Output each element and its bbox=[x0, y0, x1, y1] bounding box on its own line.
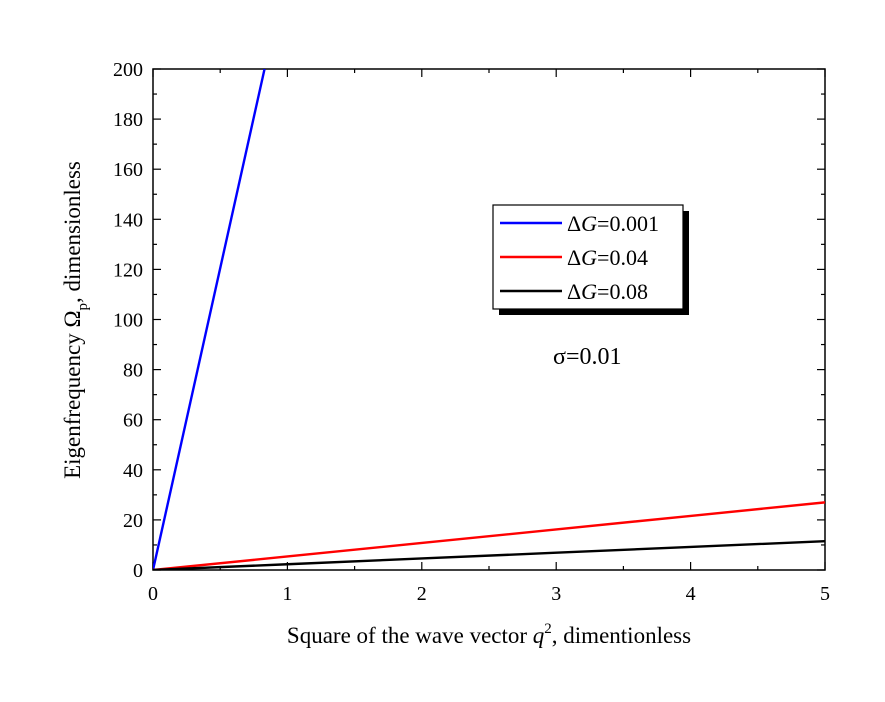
y-tick-label: 180 bbox=[113, 109, 143, 131]
x-axis-title-suffix: , dimentionless bbox=[552, 623, 691, 648]
y-tick-label: 20 bbox=[123, 510, 143, 532]
legend-label-2: ΔG=0.04 bbox=[567, 245, 648, 270]
y-tick-label: 40 bbox=[123, 460, 143, 482]
y-tick-label: 100 bbox=[113, 310, 143, 332]
sigma-annotation: σ=0.01 bbox=[553, 344, 621, 370]
x-tick-label: 1 bbox=[282, 583, 292, 605]
y-axis-title-prefix: Eigenfrequency Ω bbox=[60, 310, 85, 478]
x-tick-label: 5 bbox=[820, 583, 830, 605]
y-tick-label: 80 bbox=[123, 360, 143, 382]
x-tick-label: 2 bbox=[417, 583, 427, 605]
y-tick-label: 160 bbox=[113, 159, 143, 181]
x-tick-label: 4 bbox=[686, 583, 696, 605]
legend: ΔG=0.001 ΔG=0.04 ΔG=0.08 bbox=[492, 204, 689, 315]
y-axis-title-suffix: , dimensionless bbox=[60, 161, 85, 303]
y-tick-label: 0 bbox=[133, 560, 143, 582]
series-line-1 bbox=[153, 69, 266, 570]
series-lines bbox=[153, 69, 825, 570]
y-axis-title: Eigenfrequency Ωp, dimensionless bbox=[60, 161, 91, 479]
y-tick-label: 60 bbox=[123, 410, 143, 432]
x-axis-title-prefix: Square of the wave vector bbox=[287, 623, 533, 648]
y-tick-label: 120 bbox=[113, 259, 143, 281]
x-axis-title-var: q bbox=[533, 623, 545, 648]
y-tick-label: 200 bbox=[113, 59, 143, 81]
plot-frame bbox=[152, 68, 826, 571]
y-axis-title-sub: p bbox=[75, 303, 91, 311]
x-axis-title: Square of the wave vector q2, dimentionl… bbox=[287, 621, 691, 648]
legend-label-3: ΔG=0.08 bbox=[567, 279, 648, 304]
legend-label-1: ΔG=0.001 bbox=[567, 211, 659, 236]
series-line-2 bbox=[153, 501, 825, 570]
y-tick-label: 140 bbox=[113, 209, 143, 231]
x-tick-label: 3 bbox=[551, 583, 561, 605]
x-axis-title-sup: 2 bbox=[544, 621, 552, 637]
series-line-3 bbox=[153, 539, 825, 570]
x-tick-label: 0 bbox=[148, 583, 158, 605]
ticks: 0 1 2 3 4 5 0 20 40 60 80 100 120 140 160 180 200 bbox=[113, 59, 830, 605]
